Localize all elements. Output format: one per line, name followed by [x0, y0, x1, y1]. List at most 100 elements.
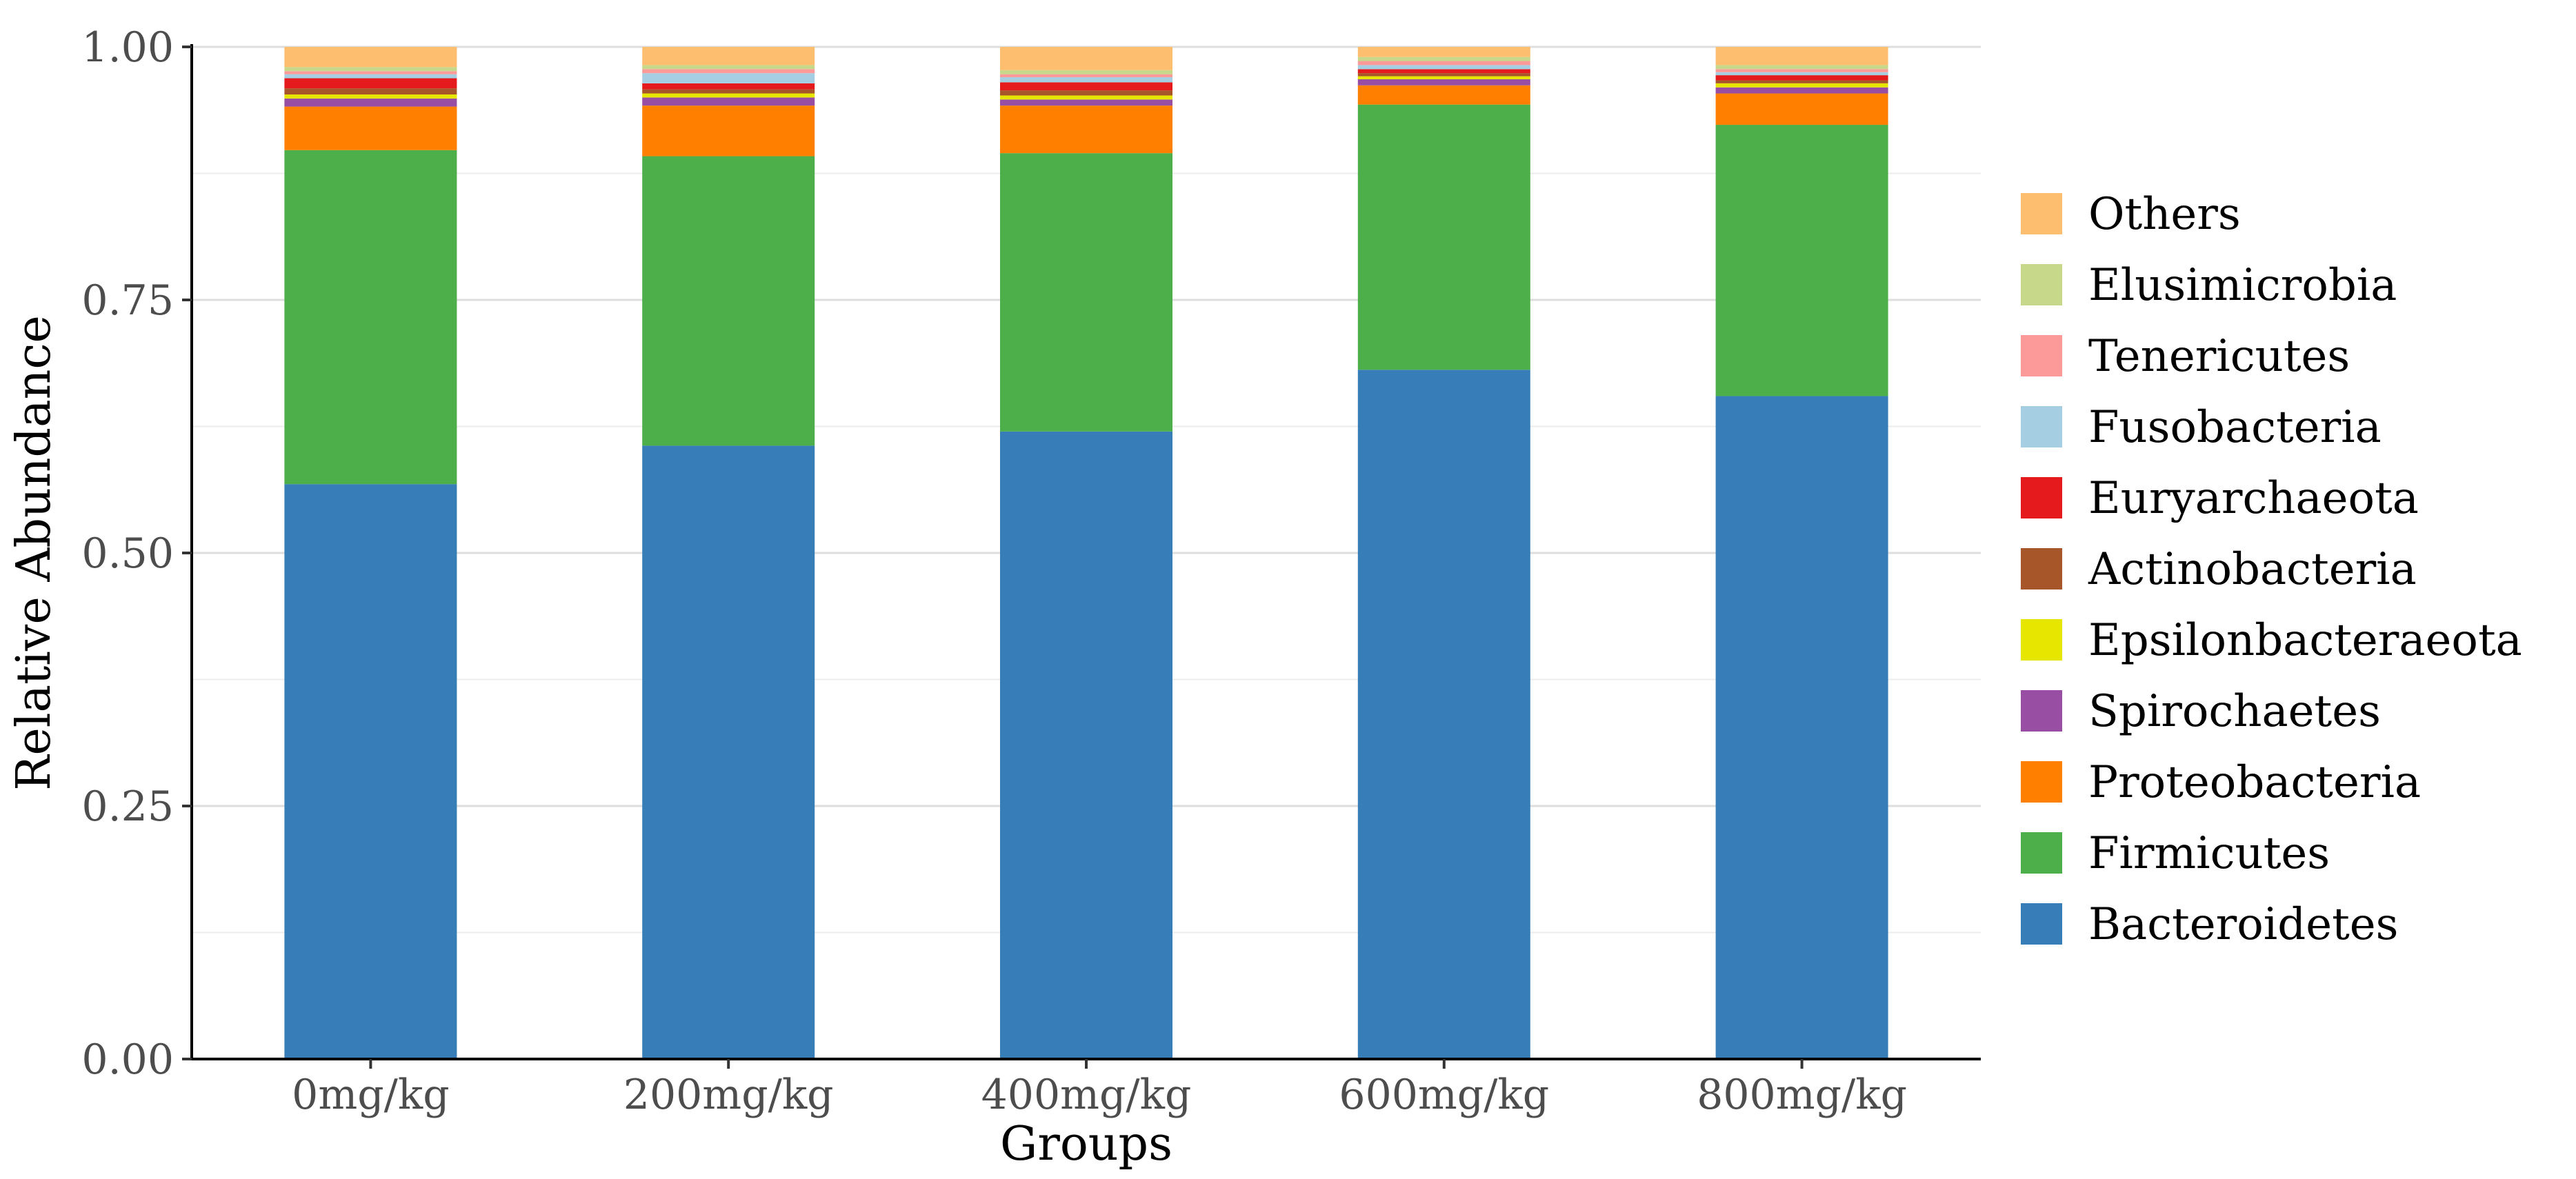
bar-segment-epsilonbacteraeota [642, 93, 815, 98]
legend-swatch [2021, 903, 2062, 945]
bar-segment-proteobacteria [284, 106, 457, 150]
legend-label: Spirochaetes [2088, 686, 2381, 737]
x-tick-label: 200mg/kg [623, 1071, 834, 1119]
bar-segment-bacteroidetes [1000, 431, 1172, 1059]
bar-segment-actinobacteria [1000, 90, 1172, 96]
legend-item: Actinobacteria [2021, 544, 2417, 595]
x-tick-label: 600mg/kg [1339, 1071, 1549, 1119]
bar-stack [1357, 47, 1530, 1059]
bar-segment-fusobacteria [642, 73, 815, 83]
legend-swatch [2021, 619, 2062, 661]
bar-segment-firmicutes [284, 150, 457, 485]
legend-item: Others [2021, 189, 2241, 240]
legend-item: Spirochaetes [2021, 686, 2381, 737]
bar-segment-proteobacteria [1357, 85, 1530, 105]
y-tick-label: 0.75 [81, 276, 174, 325]
bar-segment-firmicutes [1357, 104, 1530, 370]
bar-segment-bacteroidetes [642, 445, 815, 1059]
bars [284, 47, 1888, 1059]
legend-swatch [2021, 406, 2062, 447]
bar-segment-fusobacteria [1357, 65, 1530, 70]
legend-swatch [2021, 264, 2062, 305]
legend: Others Elusimicrobia Tenericutes Fusobacter… [2021, 189, 2522, 950]
bar-segment-firmicutes [1000, 153, 1172, 432]
legend-item: Euryarchaeota [2021, 473, 2419, 524]
bar-segment-epsilonbacteraeota [1357, 76, 1530, 79]
x-tick-label: 800mg/kg [1697, 1071, 1907, 1119]
bar-segment-tenericutes [284, 71, 457, 74]
bar-segment-elusimicrobia [284, 67, 457, 72]
bar-segment-others [642, 47, 815, 66]
y-tick-label: 0.50 [81, 530, 174, 578]
bar-stack [284, 47, 457, 1059]
legend-swatch [2021, 335, 2062, 376]
bar-stack [642, 47, 815, 1059]
bar-segment-proteobacteria [1000, 105, 1172, 154]
legend-item: Tenericutes [2021, 331, 2350, 382]
legend-item: Elusimicrobia [2021, 260, 2397, 311]
y-tick-label: 0.00 [81, 1036, 174, 1084]
y-tick-label: 1.00 [81, 23, 174, 72]
bar-segment-epsilonbacteraeota [1715, 83, 1888, 88]
legend-label: Others [2088, 189, 2241, 240]
bar-segment-actinobacteria [1715, 80, 1888, 83]
bar-segment-fusobacteria [284, 74, 457, 79]
legend-item: Proteobacteria [2021, 757, 2421, 808]
bar-segment-actinobacteria [642, 89, 815, 94]
legend-label: Epsilonbacteraeota [2088, 615, 2522, 666]
x-axis-title: Groups [1000, 1117, 1172, 1171]
bar-segment-euryarchaeota [1715, 75, 1888, 81]
bar-segment-fusobacteria [1715, 72, 1888, 76]
y-ticks: 0.00 0.25 0.50 0.75 1.00 [81, 23, 192, 1084]
legend-item: Epsilonbacteraeota [2021, 615, 2522, 666]
legend-swatch [2021, 477, 2062, 518]
x-tick-label: 0mg/kg [292, 1071, 449, 1119]
bar-segment-others [1715, 47, 1888, 66]
bar-segment-elusimicrobia [1357, 57, 1530, 61]
bar-segment-others [1000, 47, 1172, 70]
bar-segment-bacteroidetes [1357, 370, 1530, 1059]
bar-segment-spirochaetes [1000, 99, 1172, 106]
legend-label: Firmicutes [2088, 828, 2330, 879]
bar-segment-tenericutes [1715, 69, 1888, 72]
bar-segment-proteobacteria [1715, 93, 1888, 125]
bar-segment-bacteroidetes [284, 484, 457, 1059]
bar-segment-epsilonbacteraeota [284, 94, 457, 99]
bar-segment-spirochaetes [1715, 87, 1888, 94]
legend-label: Actinobacteria [2088, 544, 2417, 595]
legend-swatch [2021, 832, 2062, 874]
bar-segment-bacteroidetes [1715, 396, 1888, 1059]
bar-segment-spirochaetes [284, 98, 457, 107]
legend-label: Tenericutes [2088, 331, 2350, 382]
legend-label: Euryarchaeota [2088, 473, 2419, 524]
bar-stack [1000, 47, 1172, 1059]
bar-segment-elusimicrobia [1000, 70, 1172, 74]
legend-item: Bacteroidetes [2021, 899, 2399, 950]
y-axis-title: Relative Abundance [7, 315, 61, 791]
bar-segment-euryarchaeota [1000, 82, 1172, 91]
bar-segment-firmicutes [1715, 125, 1888, 396]
bar-segment-tenericutes [642, 69, 815, 74]
bar-stack [1715, 47, 1888, 1059]
bar-segment-spirochaetes [642, 97, 815, 106]
legend-label: Elusimicrobia [2088, 260, 2397, 311]
bar-segment-euryarchaeota [642, 83, 815, 90]
bar-segment-epsilonbacteraeota [1000, 95, 1172, 100]
legend-item: Firmicutes [2021, 828, 2330, 879]
legend-label: Proteobacteria [2088, 757, 2421, 808]
x-tick-label: 400mg/kg [981, 1071, 1192, 1119]
bar-segment-actinobacteria [284, 88, 457, 94]
bar-segment-others [284, 47, 457, 68]
bar-segment-actinobacteria [1357, 73, 1530, 77]
bar-segment-firmicutes [642, 156, 815, 446]
y-tick-label: 0.25 [81, 783, 174, 831]
bar-segment-elusimicrobia [1715, 65, 1888, 70]
x-ticks: 0mg/kg 200mg/kg 400mg/kg 600mg/kg 800mg/kg [292, 1059, 1907, 1119]
legend-swatch [2021, 193, 2062, 234]
legend-swatch [2021, 690, 2062, 732]
bar-segment-tenericutes [1000, 74, 1172, 78]
bar-segment-elusimicrobia [642, 65, 815, 70]
legend-label: Bacteroidetes [2088, 899, 2399, 950]
